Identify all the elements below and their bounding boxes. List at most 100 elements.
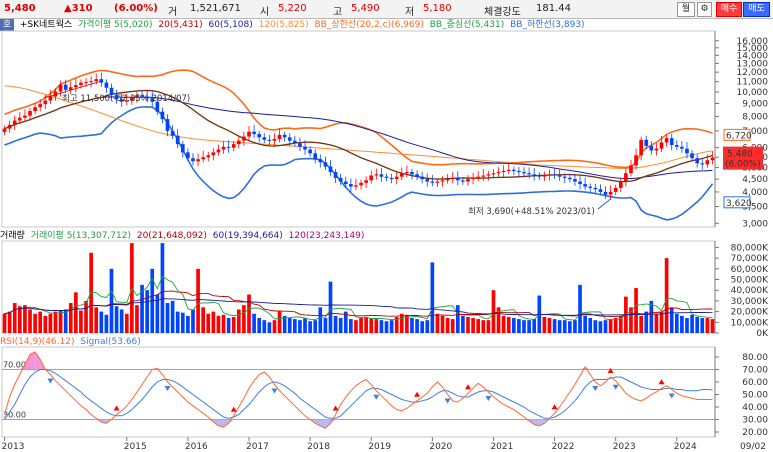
candle bbox=[328, 166, 333, 173]
candle bbox=[445, 179, 450, 181]
buy-button[interactable]: 매수 bbox=[716, 2, 742, 17]
volume-tick-label: 30,000K bbox=[731, 297, 769, 307]
sell-button[interactable]: 매도 bbox=[743, 2, 770, 17]
candle bbox=[114, 94, 119, 100]
candle bbox=[53, 91, 58, 97]
volume-bar bbox=[155, 294, 160, 333]
volume-bar bbox=[394, 316, 399, 333]
volume-bar bbox=[496, 307, 501, 333]
candle bbox=[236, 140, 241, 145]
candle bbox=[124, 100, 129, 102]
volume-bar bbox=[17, 306, 22, 333]
chart-grid bbox=[1, 30, 716, 438]
candle bbox=[38, 104, 43, 108]
price-tick-label: 16,000 bbox=[737, 37, 769, 47]
volume-bar bbox=[287, 318, 292, 333]
volume-tick-label: 40,000K bbox=[731, 286, 769, 296]
volume-tick-label: 50,000K bbox=[731, 276, 769, 286]
legend-volume-ma20: 20(21,648,092) bbox=[136, 231, 207, 241]
volume-bar bbox=[318, 307, 323, 333]
x-tick-label: 2013 bbox=[2, 442, 25, 452]
volume-bar bbox=[399, 313, 404, 333]
volume-tick-label: 0K bbox=[756, 329, 769, 339]
rsi-buy-arrow bbox=[607, 368, 614, 373]
candle bbox=[384, 176, 389, 178]
volume-bar bbox=[461, 315, 465, 333]
volume-bar bbox=[140, 284, 144, 333]
candle bbox=[221, 146, 226, 150]
volume-bar bbox=[700, 318, 705, 333]
volume-bar bbox=[613, 318, 618, 333]
candle bbox=[659, 142, 664, 149]
candle bbox=[145, 96, 149, 99]
legend-volume: 거래량 bbox=[0, 231, 25, 241]
volume-bar bbox=[79, 310, 83, 333]
rsi-tick-label: 40.00 bbox=[742, 403, 768, 413]
volume-panel bbox=[2, 243, 715, 333]
candle bbox=[506, 169, 511, 171]
candle bbox=[527, 173, 531, 175]
candle bbox=[639, 139, 643, 156]
volume-bar bbox=[542, 316, 547, 333]
candle bbox=[140, 95, 144, 97]
volume-bar bbox=[705, 318, 710, 333]
candle bbox=[471, 177, 475, 180]
volume-bar bbox=[58, 310, 63, 333]
candle bbox=[420, 176, 424, 180]
candle bbox=[63, 84, 68, 90]
candle bbox=[394, 176, 399, 180]
candle bbox=[374, 174, 379, 176]
current-price: 5,480 bbox=[4, 3, 36, 14]
volume-bar bbox=[68, 303, 73, 333]
candle bbox=[313, 153, 318, 160]
bb-upper-tag: 6,720 bbox=[726, 131, 752, 141]
high-label: 고 bbox=[333, 7, 343, 18]
volume-bar bbox=[43, 315, 48, 333]
volume-bar bbox=[216, 315, 221, 333]
price-tick-label: 9,000 bbox=[742, 100, 768, 110]
volume-bar bbox=[552, 319, 557, 333]
volume-bar bbox=[114, 306, 119, 333]
rsi-overbought-fill bbox=[24, 354, 31, 370]
rsi-tick-label: 60.00 bbox=[742, 378, 768, 388]
volume-bar bbox=[506, 316, 511, 333]
x-tick-label: 2024 bbox=[674, 442, 697, 452]
bb-upper-tag-box bbox=[723, 128, 751, 141]
volume-bar bbox=[12, 303, 17, 333]
volume-bar bbox=[94, 307, 99, 333]
candle bbox=[119, 99, 124, 102]
volume-bar bbox=[639, 315, 643, 333]
candle bbox=[603, 191, 608, 195]
open-label: 시 bbox=[260, 7, 270, 18]
candle bbox=[349, 184, 353, 187]
candle bbox=[262, 137, 267, 140]
candle bbox=[7, 124, 12, 129]
volume-bar bbox=[221, 314, 226, 333]
volume-bar bbox=[435, 313, 440, 333]
volume-bar bbox=[277, 311, 282, 333]
price-tick-label: 3,000 bbox=[742, 219, 768, 229]
chart-tag[interactable]: 호 bbox=[0, 19, 14, 31]
x-tick-label: 2021 bbox=[490, 442, 513, 452]
stock-name[interactable]: +SK네트웍스 bbox=[19, 20, 73, 30]
period-month-button[interactable]: 월 bbox=[677, 2, 695, 17]
volume-bar bbox=[695, 316, 700, 333]
candle bbox=[410, 172, 414, 175]
candle bbox=[455, 177, 460, 181]
candle bbox=[74, 85, 78, 88]
candle bbox=[150, 98, 155, 102]
candle bbox=[323, 162, 328, 167]
candle bbox=[186, 152, 190, 159]
candle bbox=[547, 174, 552, 176]
gear-icon[interactable]: ⚙ bbox=[697, 2, 712, 17]
volume-bar bbox=[374, 319, 379, 333]
candle bbox=[532, 174, 537, 176]
candle bbox=[216, 149, 221, 153]
ma20-line bbox=[4, 90, 713, 182]
candle bbox=[308, 149, 312, 154]
legend-bb-mid: BB_중심선(5,431) bbox=[429, 20, 505, 30]
legend-rsi: RSI(14,9)(46.12) bbox=[0, 337, 75, 347]
volume-bar bbox=[491, 290, 496, 333]
candle bbox=[654, 148, 659, 151]
